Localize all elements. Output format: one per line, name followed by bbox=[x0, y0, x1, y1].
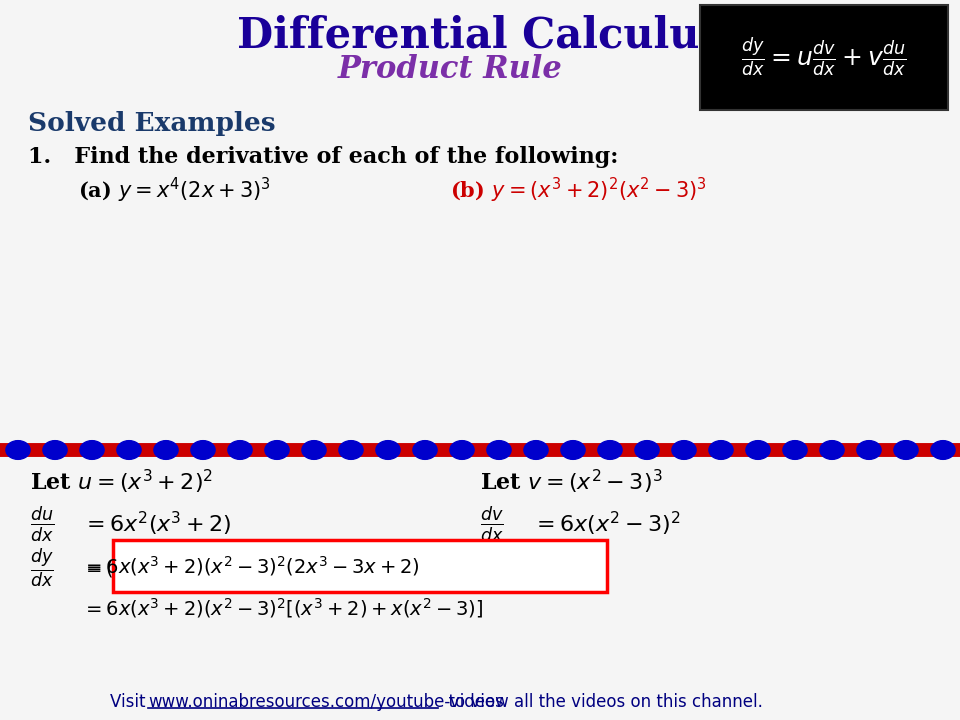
Ellipse shape bbox=[857, 441, 881, 459]
Ellipse shape bbox=[376, 441, 400, 459]
Text: Product Rule: Product Rule bbox=[338, 55, 563, 86]
Ellipse shape bbox=[820, 441, 844, 459]
Text: $= 6x(x^2 - 3)^2$: $= 6x(x^2 - 3)^2$ bbox=[532, 510, 681, 538]
Text: to view all the videos on this channel.: to view all the videos on this channel. bbox=[438, 693, 763, 711]
Ellipse shape bbox=[450, 441, 474, 459]
Ellipse shape bbox=[598, 441, 622, 459]
Text: $\frac{dy}{dx}$: $\frac{dy}{dx}$ bbox=[30, 546, 54, 590]
Text: www.oninabresources.com/youtube-videos: www.oninabresources.com/youtube-videos bbox=[148, 693, 504, 711]
Text: Let $u = (x^3 + 2)^2$: Let $u = (x^3 + 2)^2$ bbox=[30, 468, 213, 496]
Text: $\frac{dy}{dx} = u\frac{dv}{dx} + v\frac{du}{dx}$: $\frac{dy}{dx} = u\frac{dv}{dx} + v\frac… bbox=[741, 36, 906, 79]
Text: $= (x^3 + 2)^2(6x)(x^2 - 3)^2 + (x^2 - 3)^3(6x^2)(x^3 + 2)$: $= (x^3 + 2)^2(6x)(x^2 - 3)^2 + (x^2 - 3… bbox=[82, 556, 540, 580]
FancyBboxPatch shape bbox=[113, 540, 607, 592]
Text: $= 6x^2(x^3 + 2)$: $= 6x^2(x^3 + 2)$ bbox=[82, 510, 231, 538]
Ellipse shape bbox=[561, 441, 585, 459]
Ellipse shape bbox=[635, 441, 660, 459]
Text: (a) $y = x^4(2x + 3)^3$: (a) $y = x^4(2x + 3)^3$ bbox=[78, 176, 271, 204]
Text: Differential Calculus: Differential Calculus bbox=[237, 14, 723, 56]
Ellipse shape bbox=[301, 441, 326, 459]
Text: $\frac{dv}{dx}$: $\frac{dv}{dx}$ bbox=[480, 504, 504, 544]
Ellipse shape bbox=[487, 441, 511, 459]
Ellipse shape bbox=[265, 441, 289, 459]
Text: $= 6x(x^3 + 2)(x^2 - 3)^2(2x^3 - 3x + 2)$: $= 6x(x^3 + 2)(x^2 - 3)^2(2x^3 - 3x + 2)… bbox=[82, 554, 420, 578]
Text: (b) $y = (x^3 + 2)^2(x^2 - 3)^3$: (b) $y = (x^3 + 2)^2(x^2 - 3)^3$ bbox=[450, 176, 707, 204]
Ellipse shape bbox=[672, 441, 696, 459]
Text: Solved Examples: Solved Examples bbox=[28, 110, 276, 135]
Ellipse shape bbox=[43, 441, 67, 459]
FancyBboxPatch shape bbox=[700, 5, 948, 110]
Text: $= 6x(x^3 + 2)(x^2 - 3)^2[(x^3 + 2) + x(x^2 - 3)]$: $= 6x(x^3 + 2)(x^2 - 3)^2[(x^3 + 2) + x(… bbox=[82, 596, 483, 620]
Text: Visit: Visit bbox=[110, 693, 151, 711]
Ellipse shape bbox=[746, 441, 770, 459]
Ellipse shape bbox=[783, 441, 807, 459]
Ellipse shape bbox=[228, 441, 252, 459]
Text: $\frac{du}{dx}$: $\frac{du}{dx}$ bbox=[30, 504, 54, 544]
Ellipse shape bbox=[339, 441, 363, 459]
Ellipse shape bbox=[80, 441, 104, 459]
Ellipse shape bbox=[708, 441, 733, 459]
Ellipse shape bbox=[191, 441, 215, 459]
Ellipse shape bbox=[931, 441, 955, 459]
Ellipse shape bbox=[894, 441, 918, 459]
Ellipse shape bbox=[154, 441, 179, 459]
Text: Let $v = (x^2 - 3)^3$: Let $v = (x^2 - 3)^3$ bbox=[480, 468, 662, 496]
Ellipse shape bbox=[6, 441, 30, 459]
Ellipse shape bbox=[524, 441, 548, 459]
Ellipse shape bbox=[117, 441, 141, 459]
Text: 1.   Find the derivative of each of the following:: 1. Find the derivative of each of the fo… bbox=[28, 146, 618, 168]
Ellipse shape bbox=[413, 441, 437, 459]
